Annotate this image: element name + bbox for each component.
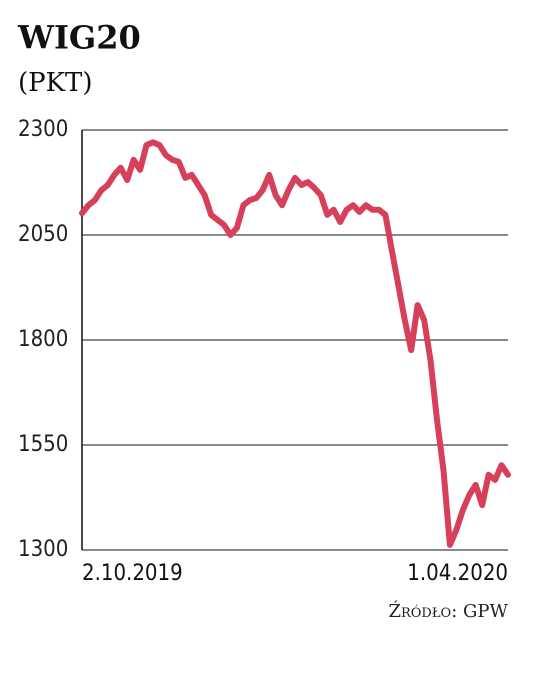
y-tick-label: 2300 <box>18 117 68 142</box>
chart-subtitle: (PKT) <box>18 68 93 98</box>
y-tick-label: 1550 <box>18 432 68 457</box>
line <box>79 139 511 548</box>
y-tick-label: 1300 <box>18 537 68 562</box>
source: Źródło: GPW <box>388 599 508 622</box>
y-tick-label: 2050 <box>18 222 68 247</box>
chart-title: WIG20 <box>17 19 141 57</box>
x-tick-label: 2.10.2019 <box>82 561 183 586</box>
y-tick-label: 1800 <box>18 327 68 352</box>
x-tick-label: 1.04.2020 <box>407 561 508 586</box>
